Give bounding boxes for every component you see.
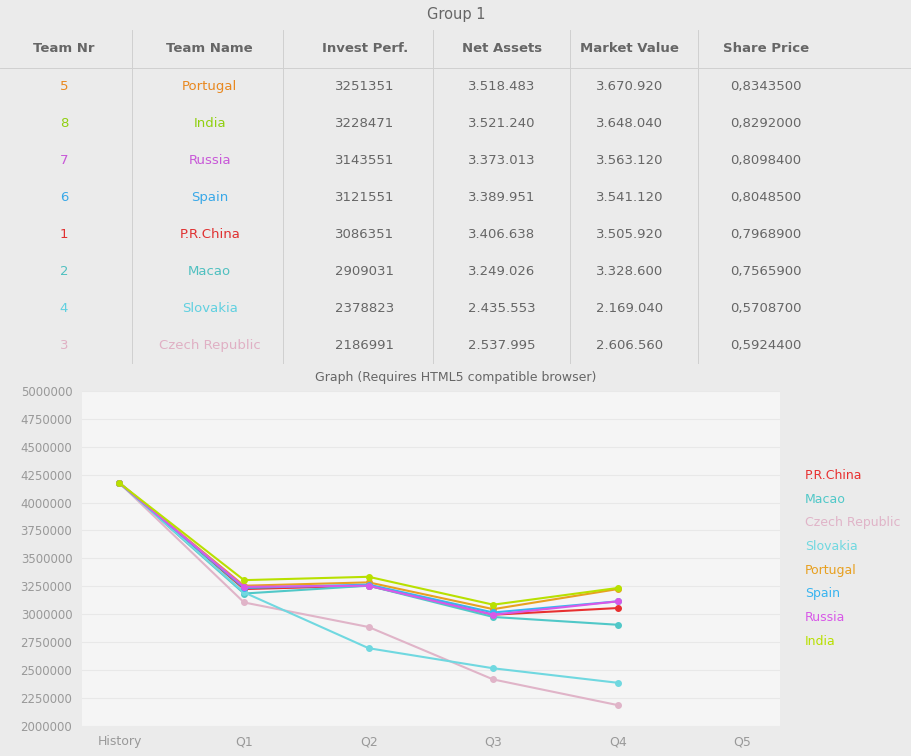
Text: 0,7565900: 0,7565900 [730,265,801,278]
Text: 2.169.040: 2.169.040 [595,302,662,315]
Text: 3.521.240: 3.521.240 [467,117,535,130]
Text: 0,8048500: 0,8048500 [730,191,801,204]
Text: 2: 2 [59,265,68,278]
Text: Portugal: Portugal [182,80,237,93]
Text: 3: 3 [59,339,68,352]
Text: 8: 8 [59,117,68,130]
Text: Czech Republic: Czech Republic [159,339,261,352]
Text: 3.249.026: 3.249.026 [467,265,535,278]
Text: 3.373.013: 3.373.013 [467,154,535,167]
Text: 6: 6 [59,191,68,204]
Text: 3.518.483: 3.518.483 [467,80,535,93]
Text: 3228471: 3228471 [335,117,394,130]
Text: 0,8098400: 0,8098400 [730,154,801,167]
Text: 5: 5 [59,80,68,93]
Text: Macao: Macao [188,265,231,278]
Text: Russia: Russia [189,154,230,167]
Text: Invest Perf.: Invest Perf. [322,42,407,55]
Text: P.R.China: P.R.China [179,228,240,241]
Text: 4: 4 [59,302,68,315]
Text: 3.648.040: 3.648.040 [595,117,662,130]
Text: 3.670.920: 3.670.920 [595,80,662,93]
Text: Graph (Requires HTML5 compatible browser): Graph (Requires HTML5 compatible browser… [315,371,596,384]
Text: 3.406.638: 3.406.638 [467,228,535,241]
Text: Share Price: Share Price [722,42,808,55]
Text: 1: 1 [59,228,68,241]
Text: 3121551: 3121551 [334,191,394,204]
Text: Group 1: Group 1 [426,8,485,23]
Text: 0,8292000: 0,8292000 [730,117,801,130]
Text: 2378823: 2378823 [335,302,394,315]
Text: 3.505.920: 3.505.920 [595,228,662,241]
Text: India: India [193,117,226,130]
Text: 3086351: 3086351 [335,228,394,241]
Text: 0,7968900: 0,7968900 [730,228,801,241]
Text: Team Nr: Team Nr [33,42,95,55]
Text: Spain: Spain [191,191,228,204]
Text: 0,8343500: 0,8343500 [730,80,801,93]
Text: 2.537.995: 2.537.995 [467,339,535,352]
Text: 2909031: 2909031 [335,265,394,278]
Text: 2.606.560: 2.606.560 [595,339,662,352]
Text: 0,5924400: 0,5924400 [730,339,801,352]
Legend: P.R.China, Macao, Czech Republic, Slovakia, Portugal, Spain, Russia, India: P.R.China, Macao, Czech Republic, Slovak… [799,464,905,652]
Text: 3.541.120: 3.541.120 [595,191,662,204]
Text: 2.435.553: 2.435.553 [467,302,535,315]
Text: Team Name: Team Name [167,42,252,55]
Text: 3143551: 3143551 [334,154,394,167]
Text: 0,5708700: 0,5708700 [730,302,801,315]
Text: Slovakia: Slovakia [181,302,238,315]
Text: 3251351: 3251351 [334,80,394,93]
Text: Net Assets: Net Assets [461,42,541,55]
Text: 3.328.600: 3.328.600 [595,265,662,278]
Text: 7: 7 [59,154,68,167]
Text: Market Value: Market Value [579,42,678,55]
Text: 2186991: 2186991 [335,339,394,352]
Text: 3.389.951: 3.389.951 [467,191,535,204]
Text: 3.563.120: 3.563.120 [595,154,662,167]
